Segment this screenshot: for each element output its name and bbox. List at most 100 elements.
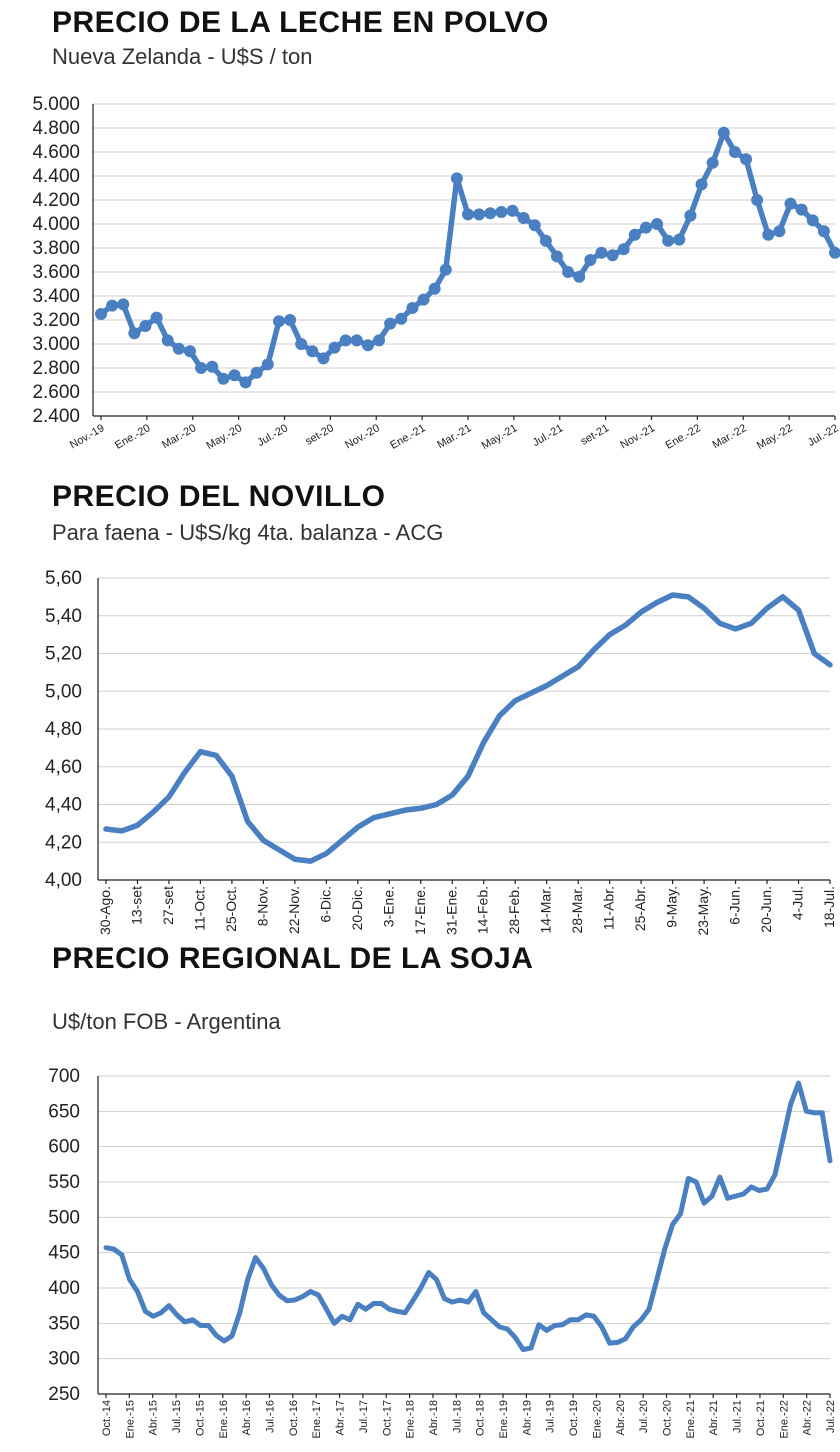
x-tick-label: Oct.-21 — [755, 1400, 767, 1436]
chart-title-soja: PRECIO REGIONAL DE LA SOJA — [52, 942, 534, 975]
chart-leche-en-polvo: 2.400 2.600 2.800 3.000 3.200 3.400 3.600 3.800… — [32, 94, 840, 452]
x-tick-label: Nov.-20 — [343, 422, 382, 451]
data-point — [217, 372, 230, 385]
x-tick-label: May.-22 — [755, 422, 795, 452]
y-tick-label: 3.200 — [32, 310, 80, 331]
data-point — [106, 299, 119, 312]
x-tick-label: set-20 — [303, 422, 335, 448]
x-tick-label: 13-set — [128, 886, 144, 925]
data-point — [829, 246, 840, 259]
x-tick-label: Jul.-20 — [638, 1400, 650, 1433]
x-tick-label: Jul.-21 — [732, 1400, 744, 1433]
x-tick-label: Abr.-17 — [335, 1400, 347, 1435]
data-point — [339, 334, 352, 347]
y-tick-label: 4,40 — [45, 795, 82, 816]
x-tick-label: 23-May. — [695, 886, 711, 936]
y-tick-label: 5.000 — [32, 94, 80, 115]
x-tick-label: Jul.-18 — [451, 1400, 463, 1433]
y-tick-label: 4,80 — [45, 719, 82, 740]
y-tick-label: 500 — [48, 1207, 80, 1228]
series-line — [103, 592, 833, 864]
x-tick-label: 28-Feb. — [506, 886, 522, 934]
x-tick-label: 11-Oct. — [191, 886, 207, 931]
x-tick-label: Nov.-21 — [618, 422, 657, 451]
chart-subtitle-soja: U$/ton FOB - Argentina — [52, 1009, 281, 1034]
y-tick-label: 4.400 — [32, 166, 80, 187]
x-tick-label: 31-Ene. — [443, 886, 459, 935]
data-point — [317, 352, 330, 365]
data-point — [361, 339, 374, 352]
series-line — [98, 130, 838, 386]
data-point — [228, 369, 241, 382]
y-tick-label: 2.600 — [32, 382, 80, 403]
data-point — [762, 228, 775, 241]
data-point — [117, 298, 130, 311]
y-tick-label: 700 — [48, 1066, 80, 1087]
y-tick-label: 600 — [48, 1137, 80, 1158]
y-tick-label: 4.600 — [32, 142, 80, 163]
data-point — [528, 219, 541, 232]
x-tick-label: Jul.-15 — [171, 1400, 183, 1433]
chart-title-leche: PRECIO DE LA LECHE EN POLVO — [52, 6, 549, 39]
y-tick-label: 300 — [48, 1349, 80, 1370]
x-tick-label: Oct.-16 — [288, 1400, 300, 1436]
x-tick-label: Ene.-22 — [778, 1400, 790, 1439]
x-tick-label: Abr.-15 — [148, 1400, 160, 1435]
data-point — [806, 214, 819, 227]
y-tick-label: 4.800 — [32, 118, 80, 139]
data-point — [728, 146, 741, 158]
x-tick-label: Jul.-22 — [825, 1400, 837, 1433]
x-tick-label: 4-Jul. — [790, 886, 806, 920]
data-point — [150, 311, 163, 324]
x-tick-label: 20-Dic. — [349, 886, 365, 930]
chart-subtitle-novillo: Para faena - U$S/kg 4ta. balanza - ACG — [52, 520, 444, 545]
data-point — [161, 334, 174, 347]
data-point — [662, 234, 675, 247]
data-point — [462, 208, 474, 221]
y-tick-label: 250 — [48, 1384, 80, 1405]
x-tick-label: 9-May. — [664, 886, 680, 928]
y-tick-label: 2.400 — [32, 406, 80, 427]
data-point — [95, 308, 107, 320]
x-tick-label: 3-Ene. — [380, 886, 396, 927]
data-point — [406, 302, 419, 314]
data-point — [128, 327, 141, 340]
x-tick-label: Mar.-20 — [160, 422, 198, 451]
y-tick-label: 650 — [48, 1101, 80, 1122]
x-tick-label: Mar.-21 — [435, 422, 473, 451]
data-point — [495, 206, 508, 218]
data-point — [717, 126, 730, 139]
y-tick-label: 2.800 — [32, 358, 80, 379]
data-point — [506, 204, 519, 217]
y-tick-label: 3.600 — [32, 262, 80, 283]
x-tick-label: Ene.-21 — [388, 422, 427, 452]
y-tick-label: 4.000 — [32, 214, 80, 235]
x-tick-label: Jul.-21 — [531, 422, 566, 449]
data-point — [651, 218, 664, 230]
x-tick-label: Ene.-20 — [591, 1400, 603, 1439]
x-tick-label: 6-Dic. — [317, 886, 333, 923]
data-point — [473, 208, 486, 221]
x-tick-label: Abr.-16 — [241, 1400, 253, 1435]
y-tick-label: 5,20 — [45, 644, 82, 665]
x-tick-label: Oct.-18 — [475, 1400, 487, 1436]
chart-subtitle-leche: Nueva Zelanda - U$S / ton — [52, 44, 313, 69]
data-point — [684, 209, 697, 222]
data-point — [384, 317, 397, 330]
chart-novillo: 4,00 4,20 4,40 4,60 4,80 5,00 5,20 5,40 5,60 30-A… — [45, 568, 837, 936]
data-point — [628, 228, 641, 241]
y-tick-label: 450 — [48, 1243, 80, 1264]
chart-soja: 250 300 350 400 450 500 550 600 650 700 Oct.-14 Ene… — [48, 1066, 837, 1439]
x-tick-label: Abr.-20 — [615, 1400, 627, 1435]
x-tick-label: set-21 — [579, 422, 611, 448]
x-tick-label: Oct.-17 — [381, 1400, 393, 1436]
y-tick-label: 5,00 — [45, 681, 82, 702]
data-point — [539, 234, 552, 247]
data-point — [272, 315, 285, 328]
data-point — [740, 153, 753, 166]
y-tick-label: 3.800 — [32, 238, 80, 259]
x-tick-label: Abr.-21 — [708, 1400, 720, 1435]
data-point — [450, 172, 463, 185]
x-tick-label: May.-20 — [204, 422, 244, 452]
data-point — [562, 266, 575, 278]
